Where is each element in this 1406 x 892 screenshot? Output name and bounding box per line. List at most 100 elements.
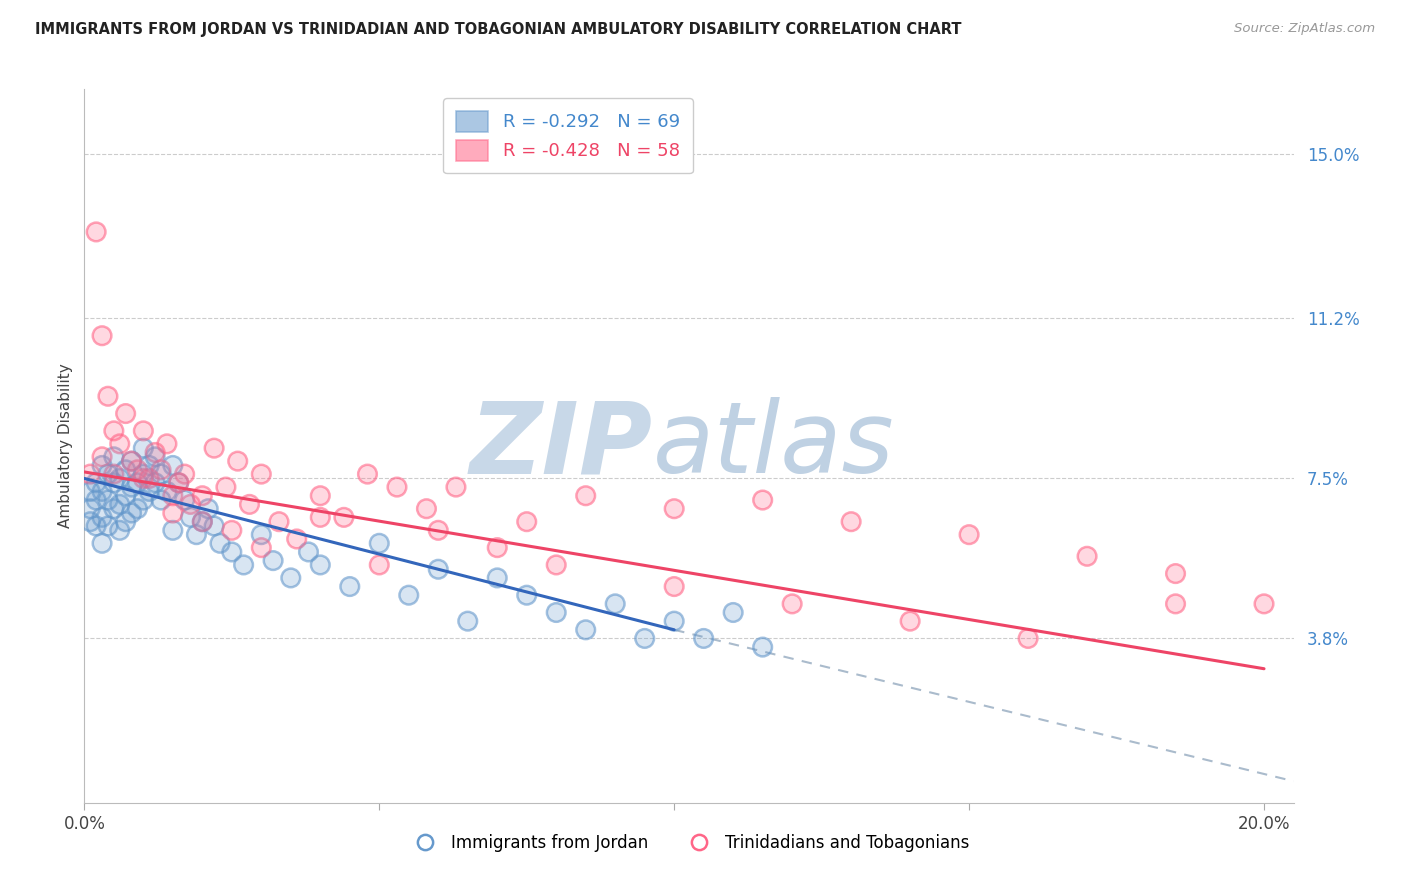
Point (368, 558, 391, 572)
Point (162, 458, 184, 473)
Point (444, 480, 467, 494)
Point (250, 541, 273, 555)
Point (232, 558, 254, 572)
Point (103, 501, 125, 516)
Point (114, 463, 136, 477)
Point (127, 501, 149, 516)
Point (1017, 632, 1039, 646)
Point (132, 441, 155, 455)
Point (191, 515, 214, 529)
Point (121, 480, 143, 494)
Point (121, 454, 143, 468)
Point (97, 493, 120, 508)
Point (191, 489, 214, 503)
Point (546, 558, 568, 572)
Point (132, 424, 155, 438)
Point (121, 480, 143, 494)
Point (191, 515, 214, 529)
Point (103, 450, 125, 464)
Point (150, 493, 173, 508)
Point (309, 510, 332, 524)
Point (79, 467, 101, 482)
Point (546, 558, 568, 572)
Point (221, 524, 243, 538)
Point (108, 497, 131, 511)
Text: Source: ZipAtlas.com: Source: ZipAtlas.com (1234, 22, 1375, 36)
Point (575, 623, 598, 637)
Point (132, 493, 155, 508)
Point (634, 632, 657, 646)
Point (143, 475, 166, 490)
Point (108, 524, 131, 538)
Point (457, 614, 479, 628)
Point (121, 454, 143, 468)
Point (202, 519, 225, 533)
Point (457, 614, 479, 628)
Point (173, 493, 195, 508)
Point (162, 506, 184, 520)
Point (427, 562, 450, 576)
Point (132, 441, 155, 455)
Point (150, 467, 173, 482)
Point (692, 632, 714, 646)
Point (368, 558, 391, 572)
Point (250, 527, 273, 541)
Point (84, 493, 107, 508)
Point (162, 489, 184, 503)
Point (250, 527, 273, 541)
Point (898, 614, 921, 628)
Point (97, 467, 120, 482)
Point (267, 515, 290, 529)
Point (173, 467, 195, 482)
Point (114, 407, 136, 421)
Point (238, 497, 260, 511)
Point (232, 558, 254, 572)
Point (132, 467, 155, 482)
Point (191, 515, 214, 529)
Point (197, 501, 219, 516)
Point (486, 541, 509, 555)
Point (103, 424, 125, 438)
Point (132, 471, 155, 485)
Point (957, 527, 980, 541)
Point (127, 463, 149, 477)
Point (114, 515, 136, 529)
Point (156, 484, 179, 499)
Point (780, 597, 803, 611)
Point (114, 515, 136, 529)
Point (546, 606, 568, 620)
Point (186, 527, 208, 541)
Point (143, 450, 166, 464)
Point (180, 510, 202, 524)
Point (103, 475, 125, 490)
Point (162, 458, 184, 473)
Point (150, 463, 173, 477)
Point (84, 225, 107, 239)
Point (751, 640, 773, 654)
Point (91, 328, 114, 343)
Point (751, 640, 773, 654)
Point (664, 580, 686, 594)
Point (250, 541, 273, 555)
Point (121, 454, 143, 468)
Point (91, 458, 114, 473)
Point (79, 515, 101, 529)
Point (132, 424, 155, 438)
Point (280, 571, 302, 585)
Point (333, 510, 356, 524)
Point (97, 493, 120, 508)
Y-axis label: Ambulatory Disability: Ambulatory Disability (58, 364, 73, 528)
Point (150, 467, 173, 482)
Point (1164, 597, 1187, 611)
Point (516, 588, 538, 602)
Point (180, 497, 202, 511)
Point (156, 437, 179, 451)
Point (108, 437, 131, 451)
Point (138, 471, 160, 485)
Point (267, 515, 290, 529)
Point (309, 558, 332, 572)
Point (692, 632, 714, 646)
Point (751, 493, 773, 508)
Point (103, 467, 125, 482)
Point (780, 597, 803, 611)
